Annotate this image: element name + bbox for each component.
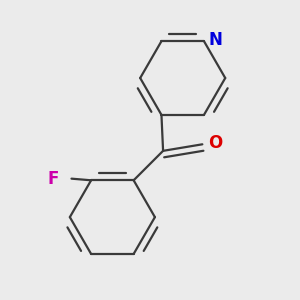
Text: F: F: [47, 170, 58, 188]
Text: O: O: [208, 134, 223, 152]
Text: N: N: [208, 31, 222, 49]
